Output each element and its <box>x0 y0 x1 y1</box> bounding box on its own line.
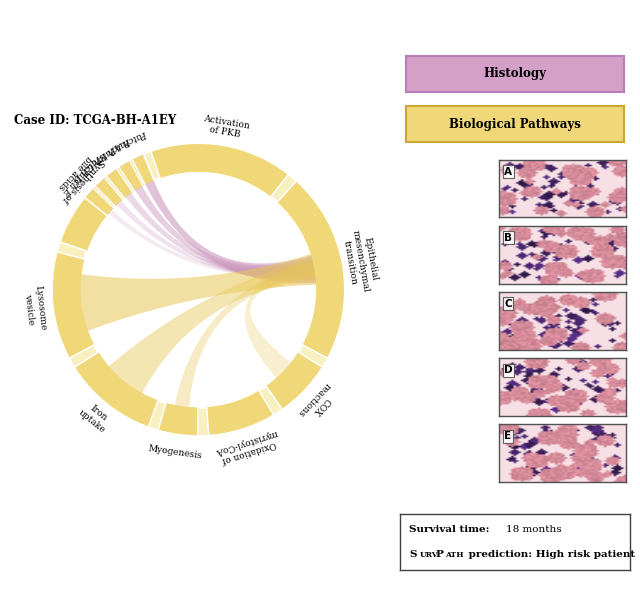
Text: Survival time:: Survival time: <box>409 525 493 534</box>
Text: Patch D: Patch D <box>71 153 103 184</box>
Wedge shape <box>151 145 287 196</box>
Wedge shape <box>96 178 122 206</box>
Text: COX
reactions: COX reactions <box>296 381 340 425</box>
Text: P: P <box>436 550 444 559</box>
Text: Biological Pathways: Biological Pathways <box>449 118 581 131</box>
Polygon shape <box>80 254 317 331</box>
Wedge shape <box>132 155 154 184</box>
Text: Patch C: Patch C <box>84 143 117 171</box>
Text: Epithelial
mesenchymal
transition: Epithelial mesenchymal transition <box>340 228 381 294</box>
Text: Patch A: Patch A <box>113 128 148 151</box>
Wedge shape <box>108 170 132 197</box>
Polygon shape <box>125 192 316 280</box>
Text: Histology: Histology <box>484 67 547 80</box>
Text: Patch B: Patch B <box>97 135 132 161</box>
Wedge shape <box>61 155 154 251</box>
Wedge shape <box>266 352 321 408</box>
Text: Case ID: TCGA-BH-A1EY: Case ID: TCGA-BH-A1EY <box>14 114 177 127</box>
Text: Oxidation of
myristoyl-CoA: Oxidation of myristoyl-CoA <box>214 427 282 466</box>
Circle shape <box>80 171 317 408</box>
Text: Lysosome
vesicle: Lysosome vesicle <box>22 285 47 332</box>
Circle shape <box>54 145 343 434</box>
Polygon shape <box>135 186 317 281</box>
Wedge shape <box>54 252 94 358</box>
Wedge shape <box>159 404 198 434</box>
Text: 18 months: 18 months <box>506 525 562 534</box>
Text: S: S <box>409 550 417 559</box>
Polygon shape <box>108 258 317 394</box>
Text: C: C <box>504 299 512 309</box>
Text: ATH: ATH <box>445 551 463 558</box>
Polygon shape <box>175 261 316 408</box>
Wedge shape <box>120 162 143 190</box>
Text: Patch E: Patch E <box>60 164 90 197</box>
Text: D: D <box>504 365 513 375</box>
Wedge shape <box>86 189 113 215</box>
Text: prediction: High risk patient: prediction: High risk patient <box>465 550 635 559</box>
Polygon shape <box>116 200 316 278</box>
Text: URV: URV <box>420 551 438 558</box>
Text: Activation
of PKB: Activation of PKB <box>201 114 250 141</box>
Text: Myogenesis: Myogenesis <box>148 444 203 461</box>
Polygon shape <box>245 261 316 379</box>
Text: B: B <box>504 233 512 243</box>
Wedge shape <box>207 391 273 434</box>
Polygon shape <box>108 209 316 278</box>
Polygon shape <box>145 180 317 284</box>
Text: E: E <box>504 431 511 441</box>
Wedge shape <box>76 352 158 426</box>
Text: A: A <box>504 167 512 177</box>
Wedge shape <box>278 182 343 358</box>
Text: Iron
uptake: Iron uptake <box>77 400 113 435</box>
Text: Synthesis of
bile acids: Synthesis of bile acids <box>52 150 106 203</box>
